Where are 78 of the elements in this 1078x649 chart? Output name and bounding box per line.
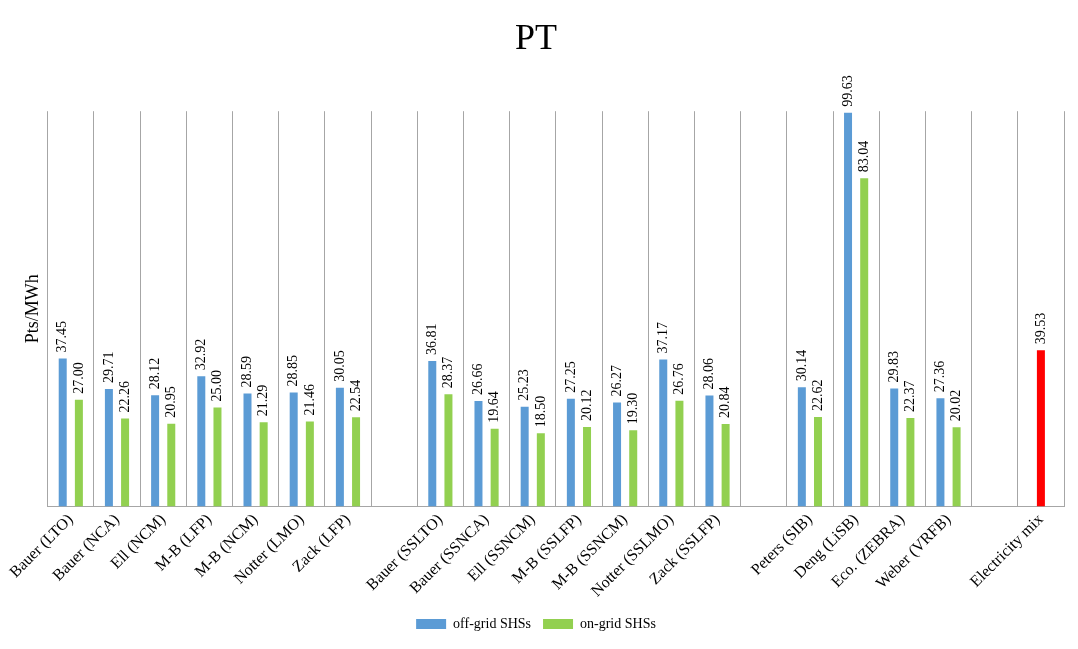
bar (428, 360, 437, 507)
bar (906, 418, 915, 507)
data-label: 30.14 (793, 349, 809, 382)
bar (305, 421, 314, 507)
data-label: 26.66 (470, 363, 486, 396)
data-label: 18.50 (532, 395, 548, 428)
bar (289, 392, 298, 507)
data-label: 39.53 (1032, 312, 1048, 345)
data-label: 22.26 (116, 380, 132, 413)
bar (536, 433, 545, 507)
data-label: 32.92 (192, 338, 208, 371)
data-label: 20.95 (162, 386, 178, 418)
bar (104, 389, 113, 507)
bar (613, 402, 622, 507)
data-label: 36.81 (423, 323, 439, 355)
bar (444, 394, 453, 507)
bar (844, 112, 853, 507)
data-label: 28.85 (285, 354, 301, 387)
bar (814, 417, 823, 507)
data-label: 26.76 (671, 363, 687, 395)
data-label: 29.71 (100, 351, 116, 384)
data-label: 28.37 (440, 356, 456, 389)
bar (213, 407, 222, 507)
data-label: 25.00 (209, 370, 225, 402)
data-label: 20.84 (717, 386, 733, 419)
y-axis-title: Pts/MWh (21, 274, 42, 344)
bar (520, 406, 529, 507)
bar (583, 426, 592, 507)
bar (1036, 350, 1045, 507)
data-label: 27.36 (932, 360, 948, 393)
legend-label: off-grid SHSs (453, 615, 532, 631)
data-label: 37.45 (54, 320, 70, 353)
chart-title: PT (514, 17, 558, 58)
bar (860, 178, 869, 507)
data-label: 99.63 (839, 75, 855, 107)
data-label: 21.46 (301, 384, 317, 416)
bar (167, 423, 176, 507)
legend-label: on-grid SHSs (580, 615, 656, 631)
bar (721, 424, 730, 507)
bar (335, 387, 344, 507)
bar (58, 358, 67, 507)
bar (705, 395, 714, 507)
data-label: 37.17 (654, 322, 670, 354)
bar (259, 422, 268, 507)
data-label: 19.64 (486, 391, 502, 423)
bar (151, 395, 160, 507)
data-label: 28.59 (239, 355, 255, 388)
data-label: 83.04 (855, 140, 871, 173)
data-label: 27.25 (562, 361, 578, 393)
data-label: 20.02 (948, 389, 964, 422)
data-label: 26.27 (608, 365, 624, 397)
data-label: 19.30 (624, 392, 640, 425)
bar (675, 400, 684, 507)
data-label: 28.12 (146, 357, 162, 390)
bar (890, 388, 899, 507)
bar (797, 387, 806, 507)
bar (121, 418, 130, 507)
bar (352, 417, 361, 507)
data-label: 22.62 (809, 379, 825, 412)
data-label: 22.54 (347, 379, 363, 412)
bar (629, 430, 638, 507)
bar (243, 393, 252, 507)
data-label: 28.06 (701, 358, 717, 390)
bar (566, 398, 575, 507)
data-label: 29.83 (885, 351, 901, 383)
bar (74, 399, 83, 507)
data-label: 30.05 (331, 350, 347, 382)
data-label: 22.37 (902, 380, 918, 413)
data-label: 21.29 (255, 384, 271, 417)
bar (474, 401, 483, 507)
bar (952, 427, 961, 507)
bar (659, 359, 668, 507)
bar (490, 428, 499, 507)
data-label: 25.23 (516, 369, 532, 401)
data-label: 27.00 (70, 362, 86, 394)
bar (936, 398, 945, 507)
bar (197, 376, 206, 507)
data-label: 20.12 (578, 389, 594, 421)
